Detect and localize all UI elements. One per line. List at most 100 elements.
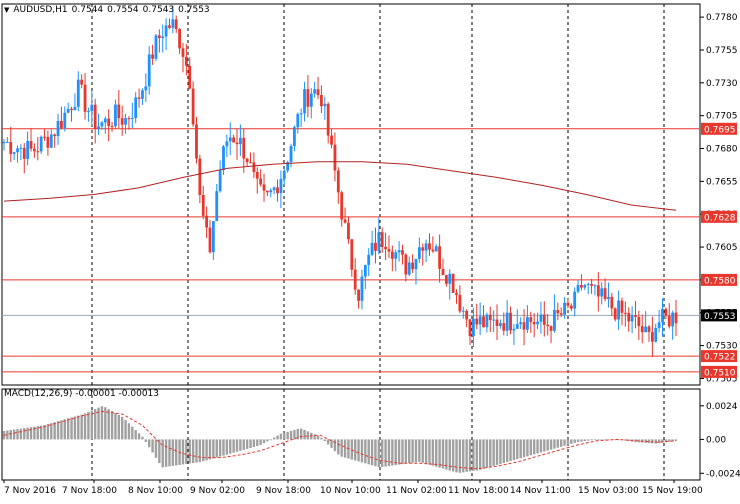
candle-body [428, 243, 431, 250]
candle-body [174, 19, 178, 30]
candle-body [178, 29, 181, 49]
candle-body [377, 232, 381, 251]
macd-bar [664, 439, 668, 443]
macd-bar [485, 439, 489, 468]
macd-bar [158, 439, 161, 464]
candle-body [12, 152, 16, 154]
macd-bar [259, 439, 262, 446]
macd-bar [458, 439, 462, 473]
macd-bar [70, 417, 73, 440]
candle-body [249, 162, 252, 164]
candle-body [505, 312, 509, 331]
candle-body [380, 232, 384, 247]
candle-body [519, 322, 523, 325]
candle-body [468, 319, 472, 337]
macd-bar [411, 439, 414, 463]
macd-bar [289, 430, 293, 440]
candle-body [154, 35, 158, 59]
macd-bar [441, 439, 445, 469]
macd-bar [435, 439, 438, 467]
macd-bar [543, 439, 546, 452]
candle-body [444, 275, 448, 284]
macd-bar [141, 436, 144, 440]
candle-body [458, 294, 462, 312]
candle-body [603, 288, 607, 300]
candle-body [255, 172, 259, 179]
macd-bar [269, 439, 272, 441]
candle-body [157, 35, 161, 38]
candle-body [661, 308, 664, 323]
candle-body [303, 89, 306, 114]
macd-bar [202, 439, 205, 462]
candle-body [195, 124, 198, 159]
macd-bar [296, 428, 299, 440]
macd-bar [570, 439, 573, 444]
candle-body [259, 178, 263, 185]
candle-body [671, 312, 675, 327]
candle-body [296, 114, 300, 128]
macd-bar [448, 439, 451, 471]
macd-bar [93, 409, 97, 440]
candle-body [563, 302, 566, 315]
macd-bar [326, 439, 330, 445]
candle-body [617, 300, 620, 320]
macd-bar [16, 429, 19, 440]
price-tick-label: 0.7605 [706, 243, 738, 253]
macd-bar [451, 439, 455, 472]
candle-body [492, 319, 496, 321]
macd-bar [421, 439, 424, 463]
candle-body [276, 187, 279, 194]
candle-body [60, 120, 63, 128]
macd-bar [509, 439, 512, 462]
macd-bar [455, 439, 458, 473]
macd-bar [573, 439, 576, 443]
macd-bar [303, 429, 306, 440]
macd-bar [489, 439, 492, 467]
price-tick-label: 0.7755 [706, 46, 738, 56]
level-tag-label: 0.7628 [704, 213, 736, 223]
macd-bar [6, 430, 9, 440]
candle-body [485, 314, 489, 328]
macd-bar [637, 439, 641, 443]
macd-bar [590, 439, 593, 441]
symbol-label: AUDUSD,H1 [13, 5, 68, 15]
level-tag-label: 0.7695 [704, 125, 736, 135]
candle-body [387, 249, 391, 252]
macd-bar [505, 439, 509, 463]
candle-body [141, 90, 144, 99]
macd-bar [208, 439, 212, 460]
candle-body [573, 291, 577, 309]
macd-bar [23, 428, 26, 440]
macd-bar [19, 428, 23, 440]
candle-body [171, 19, 175, 28]
candle-body [309, 93, 313, 107]
macd-bar [225, 439, 229, 455]
macd-bar [462, 439, 465, 473]
candle-body [424, 243, 428, 251]
candle-body [218, 170, 222, 192]
candle-body [184, 56, 188, 66]
dropdown-caret-icon[interactable]: ▼ [4, 6, 10, 14]
macd-bar [218, 439, 222, 457]
candle-body [637, 316, 641, 327]
candle-body [134, 97, 138, 118]
candle-body [542, 314, 546, 325]
macd-bar [397, 439, 401, 465]
candle-body [100, 122, 104, 127]
macd-bar [262, 439, 266, 444]
candle-body [306, 89, 310, 107]
price-tick-label: 0.7505 [706, 374, 738, 384]
macd-bar [154, 439, 158, 458]
macd-bar [377, 439, 381, 468]
candle-body [232, 137, 236, 143]
macd-bar [614, 439, 617, 441]
macd-signal-line [3, 410, 677, 470]
candle-body [49, 134, 53, 148]
macd-bar [151, 439, 154, 453]
candle-body [417, 247, 421, 259]
price-tick-label: 0.7530 [706, 342, 738, 352]
close-value: 0.7553 [178, 5, 210, 15]
candle-body [441, 268, 445, 276]
